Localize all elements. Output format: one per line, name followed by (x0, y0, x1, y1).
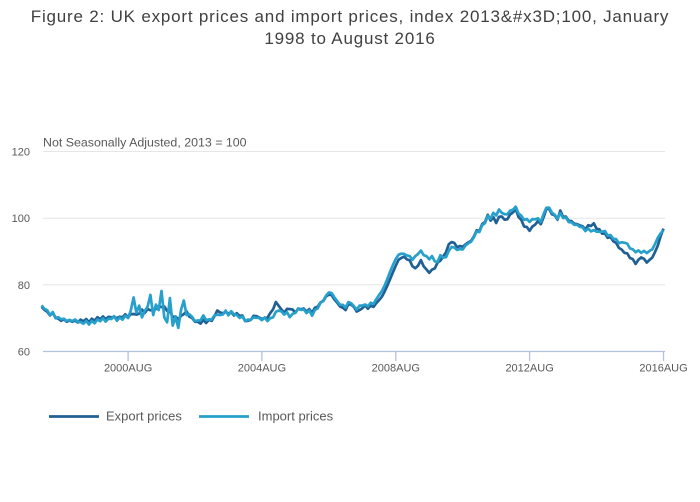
svg-text:2008AUG: 2008AUG (372, 363, 420, 375)
svg-text:Import prices: Import prices (258, 409, 334, 424)
svg-text:2016AUG: 2016AUG (639, 363, 687, 375)
svg-text:80: 80 (18, 280, 30, 292)
svg-text:2000AUG: 2000AUG (104, 363, 152, 375)
svg-text:2012AUG: 2012AUG (505, 363, 553, 375)
svg-text:Not Seasonally Adjusted, 2013: Not Seasonally Adjusted, 2013 = 100 (43, 136, 247, 150)
svg-text:Export prices: Export prices (106, 409, 182, 424)
svg-text:120: 120 (12, 147, 30, 159)
svg-text:60: 60 (18, 347, 30, 359)
svg-text:100: 100 (12, 213, 30, 225)
svg-text:2004AUG: 2004AUG (238, 363, 286, 375)
